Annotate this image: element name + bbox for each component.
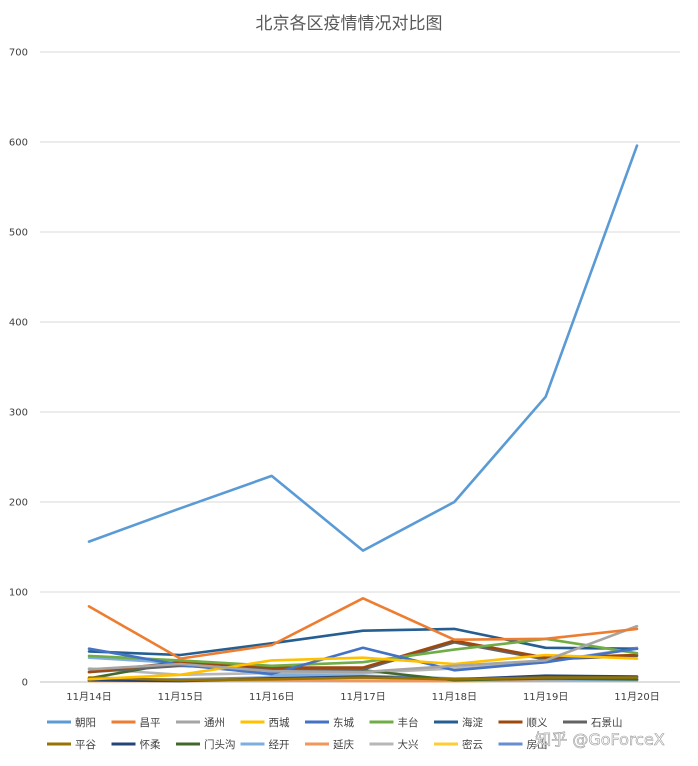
x-tick-label: 11月20日 bbox=[614, 691, 659, 703]
series-line bbox=[87, 624, 639, 674]
chart-title: 北京各区疫情情况对比图 bbox=[256, 14, 443, 34]
series-line bbox=[87, 627, 639, 657]
legend-label: 朝阳 bbox=[75, 717, 96, 729]
legend-label: 怀柔 bbox=[140, 739, 161, 751]
x-tick-label: 11月18日 bbox=[432, 691, 477, 703]
legend-label: 密云 bbox=[462, 738, 483, 751]
y-tick-label: 500 bbox=[9, 228, 28, 239]
legend-label: 平谷 bbox=[75, 739, 96, 751]
series-line bbox=[87, 676, 639, 682]
x-tick-label: 11月19日 bbox=[523, 691, 568, 703]
legend-label: 门头沟 bbox=[204, 738, 236, 751]
y-tick-label: 700 bbox=[9, 48, 28, 59]
series-line bbox=[87, 653, 639, 681]
legend-label: 延庆 bbox=[333, 738, 354, 751]
watermark: 知乎 @GoForceX bbox=[535, 730, 665, 749]
y-tick-label: 300 bbox=[9, 408, 28, 419]
series-line bbox=[87, 596, 639, 660]
series-line bbox=[87, 639, 639, 674]
series-line bbox=[87, 144, 639, 552]
legend-label: 通州 bbox=[204, 717, 225, 729]
x-tick-label: 11月16日 bbox=[249, 691, 294, 703]
x-tick-label: 11月15日 bbox=[158, 691, 203, 703]
y-tick-label: 0 bbox=[22, 678, 28, 689]
x-tick-label: 11月17日 bbox=[340, 691, 385, 703]
y-tick-label: 600 bbox=[9, 138, 28, 149]
y-axis-ticks: 0 100 200 300 400 500 600 700 bbox=[9, 48, 28, 689]
legend-label: 海淀 bbox=[462, 716, 483, 729]
series-lines bbox=[87, 144, 639, 683]
legend-label: 经开 bbox=[269, 738, 290, 751]
legend-label: 东城 bbox=[333, 716, 354, 729]
legend-label: 顺义 bbox=[527, 717, 548, 729]
legend-label: 石景山 bbox=[591, 717, 623, 729]
grid bbox=[40, 51, 680, 683]
legend-label: 丰台 bbox=[398, 716, 419, 729]
legend-label: 昌平 bbox=[140, 717, 161, 729]
legend-label: 房山 bbox=[527, 738, 548, 751]
y-tick-label: 100 bbox=[9, 588, 28, 599]
x-tick-label: 11月14日 bbox=[66, 691, 111, 703]
x-axis-ticks: 11月14日 11月15日 11月16日 11月17日 11月18日 11月19日 11月2… bbox=[66, 691, 659, 703]
legend-label: 大兴 bbox=[398, 738, 419, 751]
y-tick-label: 200 bbox=[9, 498, 28, 509]
legend-label: 西城 bbox=[269, 717, 290, 729]
y-tick-label: 400 bbox=[9, 318, 28, 329]
